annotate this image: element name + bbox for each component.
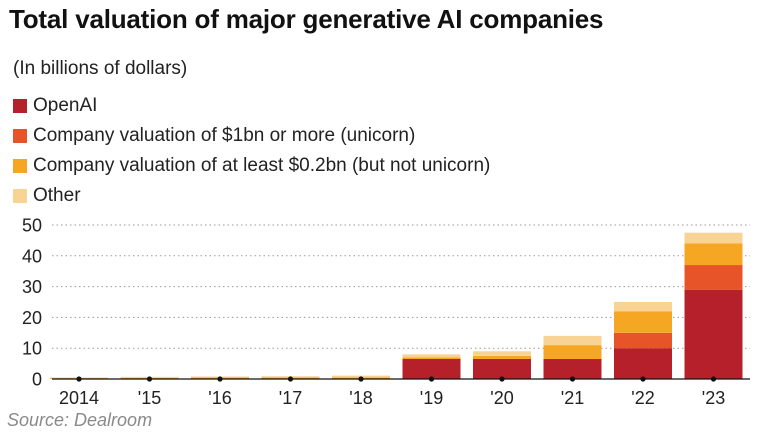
legend: OpenAI Company valuation of $1bn or more… [13, 91, 490, 211]
y-tick-label-40: 40 [22, 246, 42, 266]
bar-segment-company-valuation-of-at-least-0-2bn-but-not-unicorn-20 [473, 355, 531, 359]
legend-swatch-unicorn [13, 129, 27, 143]
source-note: Source: Dealroom [7, 410, 153, 430]
bar-segment-openai-23 [684, 289, 743, 379]
x-tick-label-16: '16 [208, 388, 231, 408]
bar-segment-other-21 [543, 335, 602, 346]
bar-segment-other-20 [473, 351, 531, 356]
x-tick-label-20: '20 [490, 388, 513, 408]
bar-segment-openai-22 [614, 348, 672, 379]
x-tick-label-18: '18 [349, 388, 372, 408]
chart-subtitle: (In billions of dollars) [13, 58, 188, 79]
x-tick-label-2014: 2014 [59, 388, 99, 408]
x-tick-label-19: '19 [420, 388, 443, 408]
y-tick-label-50: 50 [22, 216, 42, 236]
x-tick-dot-19 [428, 376, 435, 382]
legend-swatch-non-unicorn [13, 159, 27, 173]
x-tick-dot-22 [640, 376, 646, 382]
x-tick-dot-18 [358, 376, 364, 382]
x-tick-label-22: '22 [631, 388, 654, 408]
x-tick-dot-20 [499, 376, 505, 382]
x-tick-dot-17 [287, 376, 294, 382]
legend-label-unicorn: Company valuation of $1bn or more (unico… [33, 125, 416, 146]
bar-segment-openai-21 [543, 358, 602, 379]
bar-segment-openai-20 [473, 358, 531, 379]
bar-segment-company-valuation-of-1bn-or-more-unicorn-22 [614, 332, 672, 349]
x-tick-dot-15 [146, 376, 153, 382]
bar-segment-company-valuation-of-at-least-0-2bn-but-not-unicorn-22 [614, 311, 672, 333]
y-tick-label-10: 10 [22, 339, 42, 359]
legend-label-non-unicorn: Company valuation of at least $0.2bn (bu… [33, 155, 491, 176]
y-tick-label-20: 20 [22, 308, 42, 328]
y-tick-label-0: 0 [32, 370, 42, 390]
legend-item-other: Other [13, 181, 490, 211]
x-tick-dot-21 [569, 376, 576, 382]
x-tick-label-15: '15 [138, 388, 161, 408]
legend-item-unicorn: Company valuation of $1bn or more (unico… [13, 121, 490, 151]
bar-segment-company-valuation-of-at-least-0-2bn-but-not-unicorn-21 [543, 345, 602, 359]
bar-segment-openai-19 [402, 358, 461, 379]
legend-item-non-unicorn: Company valuation of at least $0.2bn (bu… [13, 151, 490, 181]
x-tick-label-23: '23 [702, 388, 725, 408]
bar-segment-company-valuation-of-at-least-0-2bn-but-not-unicorn-23 [684, 243, 743, 266]
legend-swatch-other [13, 189, 27, 203]
x-tick-label-17: '17 [279, 388, 302, 408]
legend-item-openai: OpenAI [13, 91, 490, 121]
y-tick-label-30: 30 [22, 277, 42, 297]
x-tick-dot-16 [217, 376, 223, 382]
legend-swatch-openai [13, 99, 27, 113]
x-tick-dot-2014 [76, 376, 82, 382]
bar-segment-other-22 [614, 302, 672, 312]
x-tick-dot-23 [710, 376, 717, 382]
chart-title: Total valuation of major generative AI c… [9, 4, 604, 34]
bar-segment-other-23 [684, 232, 743, 244]
legend-label-openai: OpenAI [33, 95, 98, 116]
x-tick-label-21: '21 [561, 388, 584, 408]
bar-segment-other-19 [402, 354, 461, 358]
bar-segment-company-valuation-of-1bn-or-more-unicorn-23 [684, 265, 743, 290]
bar-segment-company-valuation-of-at-least-0-2bn-but-not-unicorn-19 [402, 357, 461, 359]
legend-label-other: Other [33, 185, 81, 206]
